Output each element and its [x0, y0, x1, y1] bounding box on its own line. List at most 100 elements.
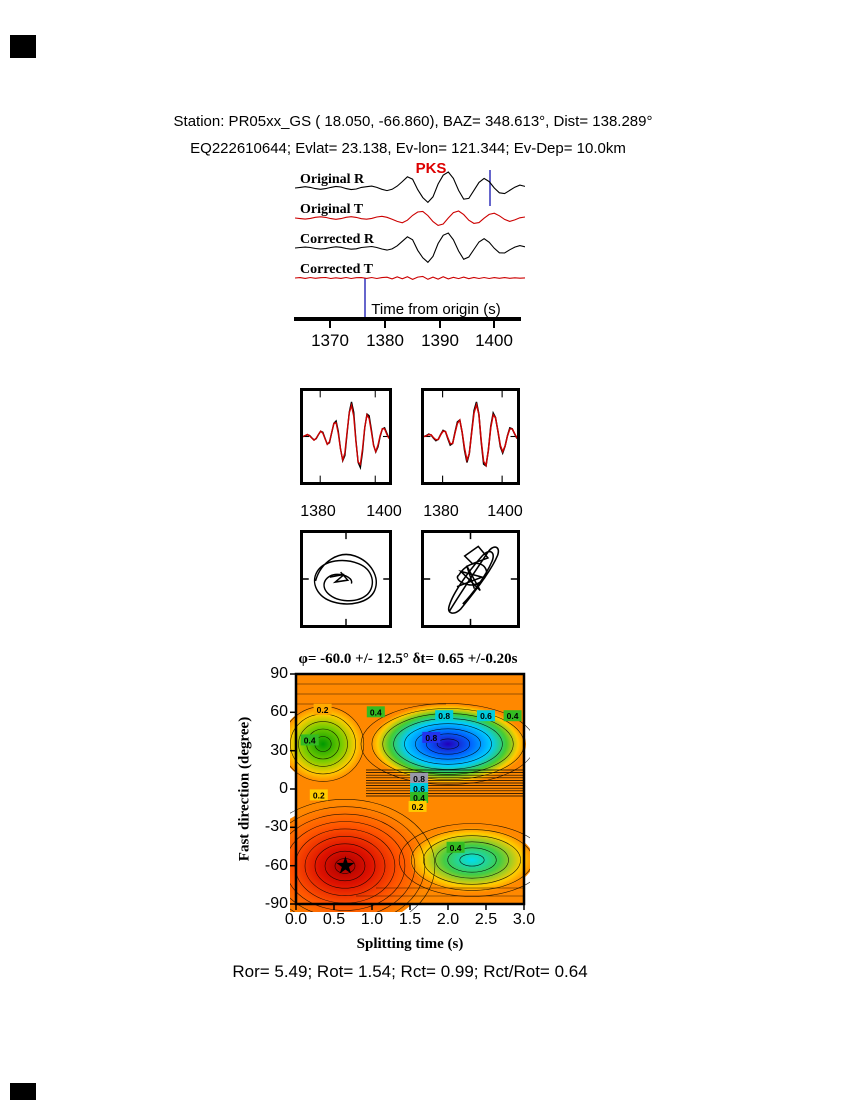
contour-ring [425, 733, 471, 755]
waveform-window-corrected [424, 391, 517, 482]
contour-label-11: 0.2 [313, 790, 325, 800]
window-tick-1: 1400 [366, 503, 402, 520]
surface-x-tick-1: 0.5 [322, 911, 346, 928]
contour-ring [290, 813, 416, 912]
time-axis-tick-2: 1390 [421, 331, 459, 350]
contour-label-bg [503, 710, 522, 722]
time-axis-tick-3: 1400 [475, 331, 513, 350]
surface-y-tick-6: -90 [264, 895, 288, 912]
mid-energy-region-left [290, 706, 365, 782]
corner-mark-top-left [10, 35, 36, 58]
best-solution-star-icon: ★ [335, 853, 357, 880]
waveform-traces-plot [295, 170, 525, 318]
window-trace-1-0 [424, 401, 517, 468]
waveform-window-original-box [300, 388, 392, 485]
particle-motion-original-plot [303, 533, 389, 625]
time-axis-line [294, 317, 521, 321]
window-tick-0: 1380 [300, 503, 336, 520]
contour-label-bg [410, 783, 429, 794]
contour-label-12: 0.4 [450, 843, 462, 853]
surface-y-tick-0: 90 [270, 665, 288, 682]
waveform-window-corrected-box [421, 388, 520, 485]
contour-label-10: 0.2 [412, 802, 424, 812]
contour-label-3: 0.8 [438, 711, 450, 721]
trace-1 [295, 210, 525, 227]
contour-label-bg [408, 800, 427, 812]
window-trace-0-1 [303, 402, 389, 466]
contour-label-bg [410, 791, 429, 803]
trace-0 [295, 171, 525, 204]
contour-label-bg [446, 841, 465, 853]
contour-ring [435, 841, 509, 879]
trace-label-0: Original R [300, 172, 365, 187]
contour-ring [290, 799, 436, 912]
corner-mark-bottom-left [10, 1083, 36, 1100]
surface-y-tick-5: -60 [264, 856, 288, 874]
contour-label-bg [410, 772, 429, 784]
contour-label-8: 0.6 [413, 784, 425, 794]
x-axis-label: Splitting time (s) [356, 936, 464, 952]
contour-ring [459, 853, 485, 867]
contour-ring [314, 843, 376, 889]
contour-label-bg [477, 710, 495, 722]
surface-x-tick-0: 0.0 [284, 911, 308, 928]
surface-x-tick-3: 1.5 [398, 911, 422, 928]
contour-label-2: 0.4 [370, 707, 382, 717]
error-surface-plot: 0.20.40.4 0.8 0.6 0.40.80.80.60.40.20.20.4★ [290, 672, 530, 912]
window-tick-2: 1380 [423, 503, 459, 520]
time-axis-tickmark-1 [384, 321, 386, 328]
event-header: EQ222610644; Evlat= 23.138, Ev-lon= 121.… [190, 140, 626, 157]
particle-motion-corrected-path [447, 545, 500, 614]
contour-ring [360, 703, 530, 785]
station-header: Station: PR05xx_GS ( 18.050, -66.860), B… [173, 113, 653, 130]
time-axis-tickmark-3 [493, 321, 495, 328]
contour-ring [290, 821, 406, 911]
error-surface-title: φ= -60.0 +/- 12.5° δt= 0.65 +/-0.20s [298, 651, 518, 667]
time-axis-tick-0: 1370 [311, 331, 349, 350]
contour-ring [404, 723, 492, 765]
time-axis-label: Time from origin (s) [371, 301, 501, 318]
contour-ring [324, 850, 366, 882]
particle-motion-corrected-box [421, 530, 520, 628]
surface-y-tick-4: -30 [264, 818, 288, 836]
quality-metrics: Ror= 5.49; Rot= 1.54; Rct= 0.99; Rct/Rot… [232, 962, 588, 981]
contour-label-bg [366, 706, 385, 718]
contour-label-bg [435, 710, 454, 722]
contour-ring [398, 823, 530, 897]
particle-motion-original-path [313, 553, 377, 605]
trace-3 [295, 275, 525, 281]
mid-energy-region-right [410, 827, 530, 893]
time-axis-tickmark-2 [439, 321, 441, 328]
contour-ring [304, 836, 386, 896]
contour-ring [415, 728, 481, 760]
contour-ring [447, 847, 497, 873]
surface-x-tick-4: 2.0 [436, 911, 460, 928]
contour-ring [410, 829, 530, 891]
window-trace-0-0 [303, 401, 389, 471]
surface-y-tick-2: 30 [270, 741, 288, 759]
phase-label: PKS [415, 160, 447, 177]
window-trace-1-1 [424, 401, 517, 468]
trace-label-3: Corrected T [300, 262, 373, 277]
contour-ring [436, 738, 460, 750]
time-axis-tickmark-0 [329, 321, 331, 328]
contour-label-5: 0.4 [507, 711, 519, 721]
high-energy-region [290, 804, 430, 912]
surface-x-tick-5: 2.5 [474, 911, 498, 928]
contour-ring [423, 835, 521, 885]
waveform-window-original [303, 391, 389, 482]
axis-ticks [290, 673, 525, 910]
contour-label-bg [309, 789, 328, 801]
low-energy-region [370, 704, 526, 784]
contour-label-bg [300, 734, 319, 746]
contour-label-bg [313, 703, 332, 715]
contour-label-1: 0.4 [304, 735, 316, 745]
contour-label-9: 0.4 [413, 793, 425, 803]
surface-x-tick-2: 1.0 [360, 911, 384, 928]
contour-lines: 0.20.40.4 0.8 0.6 0.40.80.80.60.40.20.20.4★ [290, 683, 530, 912]
contour-label-0: 0.2 [317, 705, 329, 715]
contour-label-7: 0.8 [413, 774, 425, 784]
surface-y-tick-3: 0 [279, 780, 288, 797]
surface-y-tick-1: 60 [270, 703, 288, 721]
particle-motion-original-box [300, 530, 392, 628]
